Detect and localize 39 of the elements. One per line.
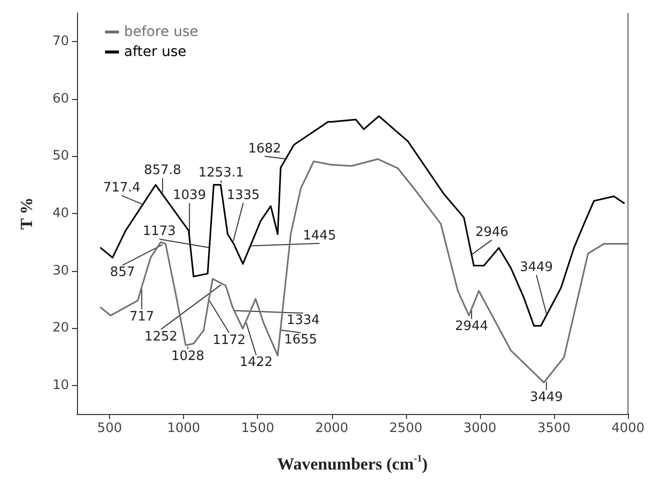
annotation: 857 [110, 265, 135, 280]
annotation: 1028 [171, 349, 204, 364]
x-tick-label: 4000 [611, 421, 645, 436]
x-tick-label: 3000 [463, 421, 496, 436]
y-tick-label: 20 [52, 320, 69, 336]
annotation: 1422 [240, 355, 273, 370]
annotation: 2944 [455, 319, 488, 334]
x-tick-label: 2000 [315, 421, 348, 436]
legend-label: before use [124, 24, 198, 40]
annotation: 1173 [142, 224, 176, 240]
y-axis-title: T % [17, 197, 36, 230]
annotation: 717.4 [103, 180, 140, 196]
y-tick-label: 50 [52, 148, 69, 164]
annotation: 857.8 [144, 163, 182, 178]
annotation: 1334 [286, 313, 320, 328]
annotation: 1682 [248, 141, 282, 156]
annotation: 3449 [530, 390, 563, 406]
annotation: 1039 [172, 188, 206, 204]
x-tick-label: 500 [97, 421, 122, 436]
line-series [100, 158, 629, 384]
annotation: 1335 [226, 188, 260, 203]
annotation: 1655 [284, 332, 318, 348]
annotation: 2946 [475, 224, 508, 240]
y-tick-label: 10 [52, 378, 69, 393]
annotation: 1252 [144, 329, 178, 344]
annotation: 1172 [212, 332, 246, 348]
x-tick-label: 1500 [241, 421, 274, 436]
annotation: 3449 [520, 260, 553, 275]
annotation: 717 [129, 309, 154, 324]
y-tick-label: 70 [52, 34, 69, 50]
annotation: 1253.1 [198, 165, 244, 180]
annotation: 1445 [303, 228, 336, 244]
y-tick-label: 30 [52, 263, 69, 278]
x-tick-label: 1000 [167, 421, 200, 436]
y-tick-label: 60 [52, 91, 69, 106]
legend-label: after use [124, 44, 186, 60]
x-tick-label: 3500 [537, 421, 570, 436]
y-tick-label: 40 [52, 206, 69, 221]
x-tick-label: 2500 [389, 421, 422, 436]
